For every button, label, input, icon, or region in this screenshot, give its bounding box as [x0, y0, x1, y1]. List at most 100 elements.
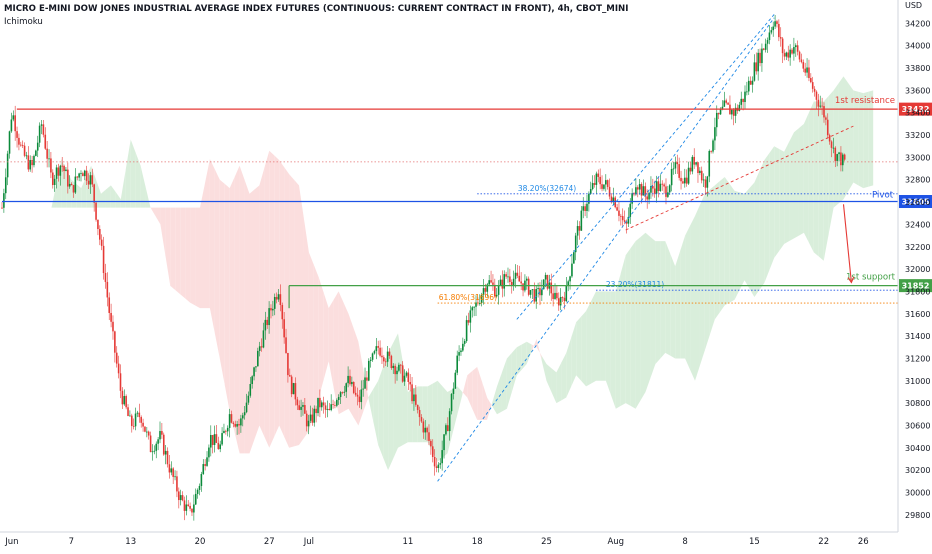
cloud-segment [769, 146, 775, 271]
chart-title: MICRO E-MINI DOW JONES INDUSTRIAL AVERAG… [4, 4, 629, 14]
candle-body [494, 284, 496, 297]
candle-body [407, 372, 410, 382]
candle-body [702, 179, 705, 181]
candle-body [768, 32, 771, 41]
cloud-segment [640, 232, 646, 401]
candle-body [223, 430, 225, 434]
candle-body [245, 402, 248, 413]
candle-body [640, 184, 643, 196]
cloud-segment [506, 352, 512, 409]
candle-body [574, 235, 577, 253]
candle-body [825, 117, 827, 120]
candle-body [507, 276, 509, 278]
candle-body [791, 49, 793, 54]
candle-body [605, 180, 607, 185]
candle-body [793, 47, 795, 54]
candle-body [302, 405, 304, 407]
candle-body [99, 229, 101, 240]
candle-body [255, 366, 257, 368]
candle-body [285, 337, 287, 353]
candle-body [225, 430, 227, 432]
candle-body [448, 411, 451, 432]
cloud-segment [739, 192, 745, 291]
fib-level-label: 61.80%(31696) [439, 293, 497, 302]
candle-body [460, 350, 462, 353]
candle-body [35, 150, 37, 156]
candle-body [435, 466, 438, 468]
candle-body [349, 375, 351, 385]
candle-body [426, 427, 428, 433]
candle-body [806, 67, 808, 73]
candle-body [763, 48, 765, 50]
candle-body [102, 245, 105, 274]
price-tick-label: 32400 [905, 220, 930, 229]
cloud-segment [130, 139, 136, 208]
candle-body [708, 150, 711, 177]
candle-body [144, 426, 146, 432]
fib-level-label: 38.20%(32674) [518, 184, 576, 193]
candle-body [176, 476, 178, 492]
price-tick-label: 30600 [905, 421, 930, 430]
cloud-segment [818, 101, 824, 261]
candle-body [72, 185, 75, 193]
candle-body [725, 100, 727, 103]
cloud-segment [858, 91, 864, 189]
cloud-segment [432, 380, 438, 462]
candle-body [554, 292, 556, 299]
candle-body [723, 100, 726, 107]
trendlines [437, 14, 855, 482]
candle-body [546, 274, 549, 289]
candle-body [644, 186, 647, 197]
candle-body [734, 107, 737, 116]
cloud-segment [764, 153, 770, 284]
candle-body [157, 439, 159, 444]
candle-body [253, 367, 255, 377]
cloud-segment [378, 366, 384, 458]
candle-body [115, 352, 118, 364]
candle-body [320, 402, 323, 408]
candle-body [191, 508, 193, 513]
candle-body [46, 148, 48, 159]
candle-body [298, 405, 300, 410]
indicator-label[interactable]: Ichimoku [4, 17, 43, 27]
candle-body [123, 396, 126, 405]
price-tick-label: 33200 [905, 131, 930, 140]
cloud-segment [165, 207, 171, 286]
candle-body [774, 21, 776, 27]
candle-body [836, 154, 838, 161]
time-tick-label: 7 [69, 537, 74, 547]
price-tick-label: 31600 [905, 310, 930, 319]
key-level-badge [899, 102, 932, 116]
candle-body [59, 165, 62, 176]
candle-body [525, 278, 528, 281]
candle-body [749, 80, 752, 85]
candle-body [463, 341, 466, 344]
candle-body [200, 473, 203, 486]
candle-body [422, 421, 425, 433]
cloud-segment [145, 186, 151, 208]
candle-body [322, 402, 325, 406]
candle-body [149, 435, 152, 453]
cloud-segment [561, 352, 567, 401]
cloud-segment [497, 372, 502, 415]
candle-body [819, 105, 822, 107]
cloud-segment [501, 358, 507, 412]
candle-body [140, 417, 142, 423]
candle-body [764, 43, 767, 50]
candle-body [499, 279, 502, 286]
time-tick-label: 20 [195, 537, 206, 547]
price-tick-label: 32800 [905, 176, 930, 185]
candle-body [390, 355, 393, 369]
candle-body [810, 78, 812, 83]
candle-body [411, 384, 413, 402]
cloud-segment [175, 207, 181, 295]
cloud-segment [610, 291, 616, 409]
cloud-segment [482, 382, 488, 420]
candle-body [652, 186, 654, 189]
cloud-segment [848, 83, 854, 191]
candle-body [608, 186, 611, 197]
candle-body [172, 468, 174, 477]
candle-body [473, 306, 475, 308]
candle-body [573, 252, 575, 264]
